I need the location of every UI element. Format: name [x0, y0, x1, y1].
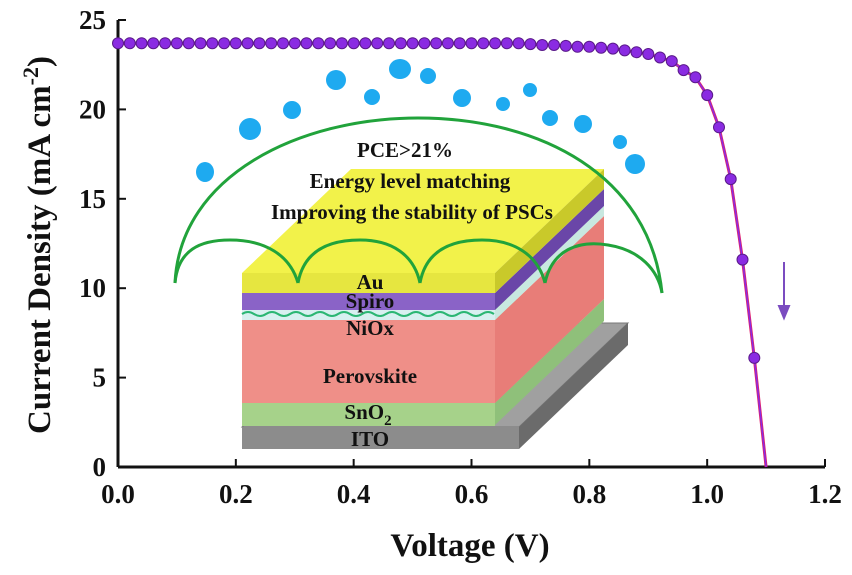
- x-tick-label: 0.4: [337, 479, 371, 509]
- data-point: [689, 71, 702, 84]
- data-point: [135, 37, 148, 50]
- data-point: [288, 37, 301, 50]
- data-point: [159, 37, 172, 50]
- y-tick-label: 0: [93, 452, 107, 482]
- data-point: [559, 39, 572, 52]
- y-tick-label: 20: [79, 94, 106, 124]
- layer-label-ito: ITO: [351, 427, 389, 451]
- layer-label-au: Au: [357, 270, 384, 294]
- data-point: [265, 37, 278, 50]
- data-point: [548, 39, 560, 51]
- scan-direction-arrow: [777, 262, 791, 321]
- data-point: [430, 37, 443, 50]
- data-point: [701, 89, 714, 102]
- device-stack: [240, 169, 630, 449]
- data-point: [312, 37, 325, 50]
- data-point: [229, 37, 242, 50]
- data-point: [112, 37, 124, 50]
- y-axis-title-close: ): [22, 56, 58, 67]
- layer-label-perovskite: Perovskite: [323, 364, 417, 388]
- annotation-pce: PCE>21%: [357, 138, 453, 162]
- data-point: [147, 37, 160, 50]
- data-point: [394, 37, 407, 50]
- data-point: [383, 37, 395, 50]
- data-point: [654, 51, 666, 64]
- layer-label-niox: NiOx: [346, 316, 394, 340]
- y-tick-label: 15: [79, 184, 106, 214]
- data-point: [453, 37, 466, 50]
- data-point: [441, 37, 454, 50]
- data-point: [123, 37, 136, 50]
- data-point: [583, 40, 596, 53]
- data-point: [418, 37, 431, 50]
- data-point: [748, 351, 761, 364]
- x-tick-label: 0.2: [219, 479, 253, 509]
- data-point: [218, 37, 231, 50]
- data-point: [512, 37, 525, 50]
- data-point: [253, 37, 266, 50]
- data-point: [194, 37, 207, 50]
- x-tick-label: 1.0: [690, 479, 724, 509]
- data-point: [182, 37, 195, 50]
- data-point: [665, 55, 678, 68]
- data-point: [347, 37, 360, 50]
- data-point: [335, 37, 348, 50]
- data-point: [406, 37, 419, 50]
- x-tick-label: 1.2: [808, 479, 842, 509]
- y-axis-title-sup: -2: [18, 67, 43, 85]
- data-point: [359, 37, 372, 50]
- jv-series: [112, 37, 768, 468]
- data-point: [571, 40, 584, 53]
- data-point: [524, 38, 537, 51]
- y-tick-label: 5: [93, 363, 107, 393]
- x-tick-label: 0.0: [101, 479, 135, 509]
- data-point: [630, 46, 643, 59]
- data-point: [324, 37, 337, 50]
- x-tick-label: 0.6: [455, 479, 489, 509]
- layer-label-spiro: Spiro: [346, 289, 395, 313]
- data-point: [500, 37, 513, 50]
- layer-label-sno2-main: SnO: [344, 400, 384, 424]
- data-point: [465, 37, 478, 50]
- data-point: [606, 42, 619, 55]
- data-point: [618, 44, 631, 57]
- data-point: [300, 37, 313, 50]
- y-axis-title: Current Density (mA cm-2): [18, 56, 58, 434]
- data-point: [736, 253, 749, 266]
- y-tick-label: 10: [79, 273, 106, 303]
- data-point: [724, 173, 737, 186]
- data-point: [595, 41, 608, 54]
- x-axis-ticks: 0.0 0.2 0.4 0.6 0.8 1.0 1.2: [101, 459, 842, 509]
- data-point: [489, 37, 502, 50]
- data-point: [536, 39, 549, 51]
- data-point: [170, 37, 183, 50]
- y-axis-ticks: 0 5 10 15 20 25: [79, 5, 126, 482]
- y-tick-label: 25: [79, 5, 106, 35]
- y-axis-title-main: Current Density (mA cm: [22, 85, 58, 434]
- data-point: [206, 37, 219, 50]
- layer-label-sno2-sub: 2: [384, 413, 392, 429]
- droplet-decoration: [196, 59, 645, 182]
- x-axis-title: Voltage (V): [390, 528, 549, 564]
- data-point: [713, 121, 725, 134]
- data-point: [642, 48, 655, 60]
- data-point: [371, 37, 384, 50]
- layer-label-sno2: SnO2: [344, 400, 391, 429]
- annotation-stability: Improving the stability of PSCs: [271, 200, 553, 224]
- x-tick-label: 0.8: [572, 479, 606, 509]
- data-point: [477, 37, 490, 50]
- data-point: [277, 37, 289, 50]
- umbrella-shape: [173, 116, 664, 294]
- annotation-energy: Energy level matching: [310, 169, 511, 193]
- data-point: [677, 64, 690, 77]
- data-point: [241, 37, 254, 50]
